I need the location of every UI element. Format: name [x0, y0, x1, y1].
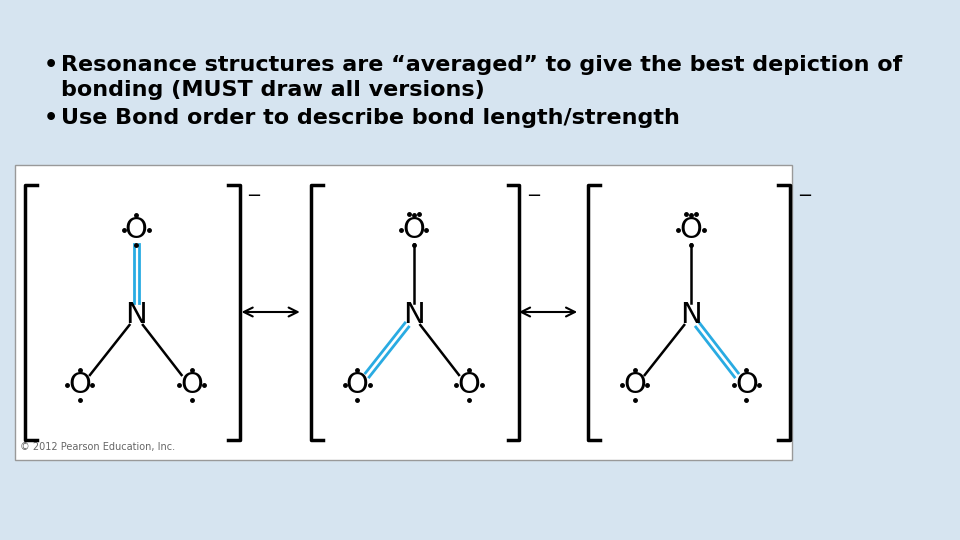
Text: O: O	[402, 216, 425, 244]
Text: bonding (MUST draw all versions): bonding (MUST draw all versions)	[60, 80, 484, 100]
Text: N: N	[402, 301, 424, 329]
Text: O: O	[346, 371, 369, 399]
Text: © 2012 Pearson Education, Inc.: © 2012 Pearson Education, Inc.	[20, 442, 176, 452]
Text: O: O	[680, 216, 703, 244]
FancyBboxPatch shape	[15, 165, 792, 460]
Text: O: O	[125, 216, 148, 244]
Text: O: O	[180, 371, 204, 399]
Text: −: −	[797, 187, 812, 205]
Text: O: O	[623, 371, 646, 399]
Text: N: N	[680, 301, 702, 329]
Text: −: −	[526, 187, 541, 205]
Text: Use Bond order to describe bond length/strength: Use Bond order to describe bond length/s…	[60, 108, 680, 128]
Text: •: •	[44, 108, 58, 128]
Text: •: •	[44, 55, 58, 75]
Text: O: O	[458, 371, 480, 399]
Text: O: O	[68, 371, 91, 399]
Text: O: O	[735, 371, 757, 399]
Text: N: N	[126, 301, 147, 329]
Text: −: −	[247, 187, 261, 205]
Text: Resonance structures are “averaged” to give the best depiction of: Resonance structures are “averaged” to g…	[60, 55, 901, 75]
